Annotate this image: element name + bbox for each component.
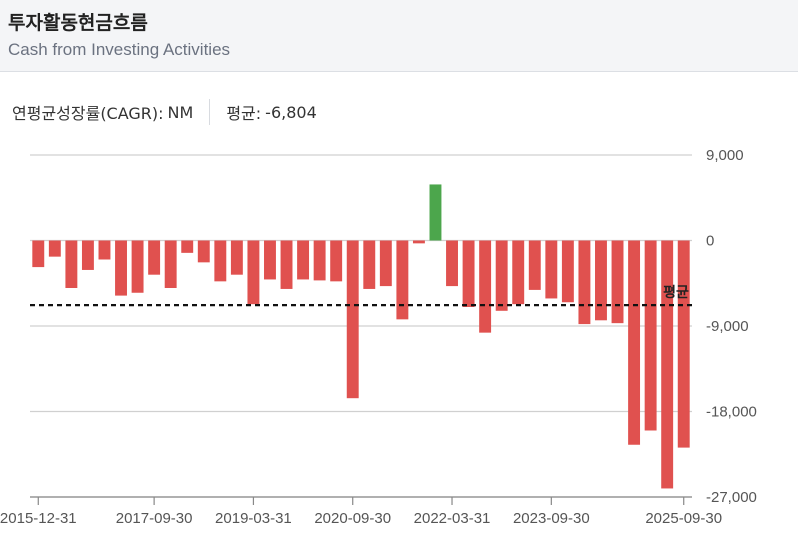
y-tick-label: 0: [706, 233, 714, 250]
y-tick-label: -27,000: [706, 489, 757, 506]
bar: [264, 240, 276, 280]
bar: [81, 240, 94, 270]
x-tick-label: 2025-09-30: [645, 510, 722, 527]
bar: [545, 240, 558, 299]
x-tick-label: 2022-03-31: [414, 510, 491, 527]
bar: [297, 240, 310, 280]
bar: [412, 240, 425, 244]
bar: [611, 240, 624, 324]
bar: [32, 240, 45, 268]
bar: [578, 240, 591, 325]
bar: [181, 240, 194, 253]
bar: [330, 240, 343, 282]
average-line-label: 평균: [663, 284, 689, 301]
bar: [98, 240, 111, 260]
bar: [396, 240, 409, 320]
bar: [462, 240, 475, 307]
bar: [661, 240, 674, 489]
x-tick-label: 2023-09-30: [513, 510, 590, 527]
x-tick-label: 2015-12-31: [0, 510, 77, 527]
bar: [115, 240, 127, 296]
y-tick-label: -18,000: [706, 404, 757, 421]
bar: [280, 240, 293, 289]
bar: [595, 240, 607, 321]
bar: [512, 240, 525, 305]
bar: [230, 240, 243, 275]
average-value: -6,804: [265, 102, 317, 122]
bar: [313, 240, 326, 281]
average-label: 평균:: [226, 104, 262, 123]
bar: [561, 240, 574, 303]
bar: [363, 240, 376, 289]
x-tick-label: 2020-09-30: [314, 510, 391, 527]
bar: [644, 240, 657, 431]
bar: [65, 240, 78, 288]
bar: [429, 184, 442, 241]
cagr-value: NM: [167, 102, 194, 122]
bar: [346, 240, 359, 399]
bar: [677, 240, 690, 448]
bar: [379, 240, 392, 287]
chart-title: 투자활동현금흐름: [8, 12, 148, 34]
y-tick-label: 9,000: [706, 147, 744, 164]
cagr-label: 연평균성장률(CAGR):: [12, 104, 164, 123]
chart-subtitle: Cash from Investing Activities: [8, 40, 231, 59]
chart-header: 투자활동현금흐름 Cash from Investing Activities: [0, 0, 798, 72]
x-tick-label: 2017-09-30: [116, 510, 193, 527]
bar: [628, 240, 641, 445]
bar: [164, 240, 177, 288]
stats-bar: 연평균성장률(CAGR): NM 평균: -6,804: [12, 99, 317, 125]
bar: [197, 240, 210, 263]
y-tick-label: -9,000: [706, 318, 749, 335]
bar: [495, 240, 508, 311]
x-tick-label: 2019-03-31: [215, 510, 292, 527]
bar: [148, 240, 161, 275]
bar: [131, 240, 144, 293]
bar: [247, 240, 260, 305]
bar: [479, 240, 492, 333]
bar: [48, 240, 61, 257]
bar: [214, 240, 227, 282]
bar: [446, 240, 458, 287]
bar: [528, 240, 541, 290]
stats-divider: [209, 99, 211, 125]
